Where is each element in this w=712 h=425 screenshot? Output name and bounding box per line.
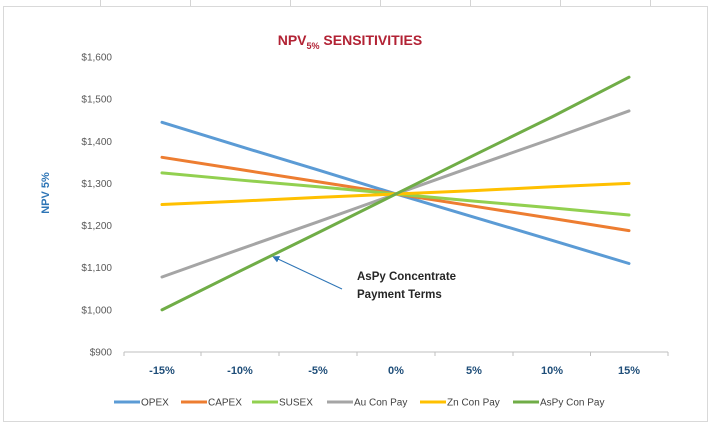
legend-label: Au Con Pay [354,398,407,409]
legend-item-opex[interactable]: OPEX [114,398,169,409]
y-tick-label: $900 [90,348,113,359]
y-tick-label: $1,400 [81,137,112,148]
series-line-aspy-con-pay[interactable] [160,75,631,312]
y-tick-label: $1,300 [81,179,112,190]
chart-title-subscript: 5% [307,41,320,51]
x-tick-label: 0% [388,365,404,377]
legend-item-aspy-con-pay[interactable]: AsPy Con Pay [513,398,604,409]
annotation-arrow [272,256,343,290]
spreadsheet-grid-strip [0,0,712,6]
legend-item-capex[interactable]: CAPEX [181,398,242,409]
y-tick-label: $1,500 [81,95,112,106]
y-axis-title: NPV 5% [40,172,52,214]
legend-item-zn-con-pay[interactable]: Zn Con Pay [420,398,500,409]
legend-item-au-con-pay[interactable]: Au Con Pay [327,398,407,409]
chart-title: NPV5% SENSITIVITIES [278,32,423,51]
chart-title-main: NPV [278,32,307,48]
x-tick-label: 15% [618,365,640,377]
legend-label: Zn Con Pay [447,398,500,409]
x-tick-label: -5% [308,365,328,377]
legend-label: SUSEX [279,398,313,409]
legend-label: OPEX [141,398,169,409]
x-tick-label: 10% [541,365,563,377]
x-tick-label: 5% [466,365,482,377]
chart-title-suffix: SENSITIVITIES [320,32,423,48]
x-tick-label: -15% [149,365,175,377]
y-tick-label: $1,100 [81,263,112,274]
annotation-text-line2: Payment Terms [357,289,442,301]
legend-label: AsPy Con Pay [540,398,604,409]
y-tick-label: $1,600 [81,53,112,64]
legend-item-susex[interactable]: SUSEX [252,398,313,409]
y-tick-label: $1,000 [81,305,112,316]
legend-label: CAPEX [208,398,242,409]
y-tick-label: $1,200 [81,221,112,232]
x-tick-label: -10% [227,365,253,377]
annotation-text-line1: AsPy Concentrate [357,271,456,283]
